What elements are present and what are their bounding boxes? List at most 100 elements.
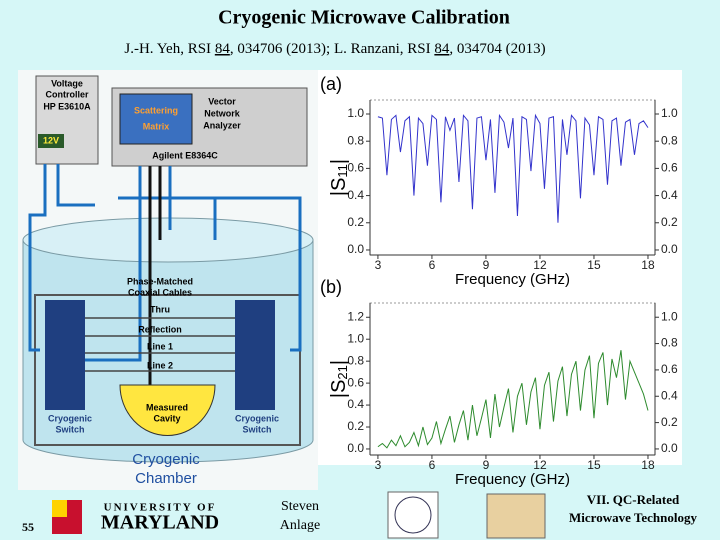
y-axis-label-part: 11 — [335, 164, 350, 178]
y-tick-label: 0.8 — [347, 133, 364, 147]
logo-circle — [394, 496, 432, 534]
y-tick-label: 1.0 — [347, 331, 364, 345]
label: Vector — [208, 96, 236, 106]
reference-part: , 034704 (2013) — [449, 41, 545, 57]
x-tick-label: 3 — [375, 458, 382, 472]
y2-tick-label: 0.2 — [661, 415, 678, 429]
y2-tick-label: 0.8 — [661, 336, 678, 350]
label: Cryogenic — [235, 413, 279, 423]
y-tick-label: 0.6 — [347, 375, 364, 389]
y-tick-label: 0.2 — [347, 215, 364, 229]
y-axis-label: |S11| — [328, 159, 350, 196]
logo-image — [486, 493, 546, 539]
y-axis-label-part: |S — [328, 380, 350, 399]
label: Measured — [146, 402, 188, 412]
university: UNIVERSITY OF — [104, 502, 217, 514]
label: 12V — [43, 135, 59, 145]
y2-tick-label: 0.4 — [661, 188, 678, 202]
label: Phase-Matched — [127, 276, 193, 286]
label: Thru — [150, 304, 170, 314]
label: Coaxial Cables — [128, 287, 192, 297]
x-tick-label: 12 — [533, 258, 547, 272]
section: VII. QC-Related — [587, 492, 680, 507]
y2-tick-label: 0.8 — [661, 133, 678, 147]
data-line — [377, 350, 649, 449]
label: HP E3610A — [43, 101, 91, 111]
panel-label: (b) — [320, 277, 342, 297]
x-tick-label: 18 — [641, 458, 655, 472]
y-tick-label: 0.0 — [347, 242, 364, 256]
label: Switch — [242, 424, 271, 434]
author: Anlage — [280, 518, 320, 533]
label: Cavity — [153, 413, 180, 423]
y-tick-label: 1.0 — [347, 106, 364, 120]
x-tick-label: 6 — [429, 258, 436, 272]
y-axis-label-part: | — [328, 159, 350, 164]
reference-part: J.-H. Yeh, RSI — [124, 41, 214, 57]
x-tick-label: 15 — [587, 258, 601, 272]
label: Chamber — [135, 470, 197, 487]
chart: 0.0 0.2 0.4 0.6 0.8 1.0 1.2 0.0 0.2 0.4 0.6 0.8 1.0 3… — [320, 277, 678, 488]
y2-tick-label: 0.2 — [661, 215, 678, 229]
y-tick-label: 0.6 — [347, 161, 364, 175]
label: Reflection — [138, 324, 182, 334]
umd-logo-quarter — [52, 500, 67, 517]
x-tick-label: 15 — [587, 458, 601, 472]
x-tick-label: 9 — [483, 458, 490, 472]
chart-panel — [318, 70, 682, 465]
slide-title: Cryogenic Microwave Calibration — [218, 7, 510, 29]
setup-diagram: Voltage Controller HP E3610A 12V Scatter… — [18, 70, 318, 490]
label: Scattering — [134, 105, 178, 115]
y-axis-label-part: | — [328, 360, 350, 365]
section: Microwave Technology — [569, 510, 697, 525]
y2-tick-label: 1.0 — [661, 309, 678, 323]
inner-frame — [34, 294, 301, 446]
y2-tick-label: 0.4 — [661, 388, 678, 402]
page-number: 55 — [22, 520, 34, 534]
chamber-top — [22, 217, 314, 263]
vna-screen — [119, 93, 193, 145]
voltage-controller — [35, 75, 99, 165]
data-line — [377, 113, 649, 223]
label: Network — [204, 108, 241, 118]
cables — [28, 164, 302, 362]
label: Cryogenic — [48, 413, 92, 423]
y-axis-label-part: 21 — [335, 365, 350, 379]
y-tick-label: 0.0 — [347, 441, 364, 455]
logo — [387, 491, 439, 539]
author: Steven — [281, 499, 319, 514]
y-axis-label: |S21| — [328, 360, 350, 398]
reference-part: , 034706 (2013); L. Ranzani, RSI — [230, 41, 435, 57]
chart: 0.0 0.2 0.4 0.6 0.8 1.0 0.0 0.2 0.4 0.6 0.8 1.0 3 6 9 1… — [320, 74, 678, 288]
x-axis-label: Frequency (GHz) — [455, 471, 570, 488]
cavity — [119, 384, 216, 436]
x-tick-label: 18 — [641, 258, 655, 272]
university: MARYLAND — [101, 512, 219, 534]
label: Line 1 — [147, 341, 173, 351]
label: Cryogenic — [132, 451, 200, 468]
x-tick-label: 9 — [483, 258, 490, 272]
y2-tick-label: 0.0 — [661, 242, 678, 256]
y-tick-label: 1.2 — [347, 309, 364, 323]
label: Voltage — [51, 78, 83, 88]
y2-tick-label: 0.0 — [661, 441, 678, 455]
standards-lines — [85, 317, 235, 372]
label: Matrix — [143, 121, 170, 131]
reference-part: 84 — [434, 41, 450, 57]
x-tick-label: 12 — [533, 458, 547, 472]
label: Controller — [45, 89, 88, 99]
reference: J.-H. Yeh, RSI 84, 034706 (2013); L. Ran… — [124, 41, 545, 57]
x-tick-label: 3 — [375, 258, 382, 272]
label: Switch — [55, 424, 84, 434]
x-axis-label: Frequency (GHz) — [455, 271, 570, 288]
y2-tick-label: 0.6 — [661, 161, 678, 175]
y-axis-label-part: |S — [328, 178, 350, 197]
y-tick-label: 0.4 — [347, 397, 364, 411]
label: Line 2 — [147, 360, 173, 370]
y2-tick-label: 0.6 — [661, 362, 678, 376]
y2-tick-label: 1.0 — [661, 106, 678, 120]
x-tick-label: 6 — [429, 458, 436, 472]
y-tick-label: 0.8 — [347, 353, 364, 367]
display — [38, 134, 64, 148]
label: Analyzer — [203, 120, 241, 130]
